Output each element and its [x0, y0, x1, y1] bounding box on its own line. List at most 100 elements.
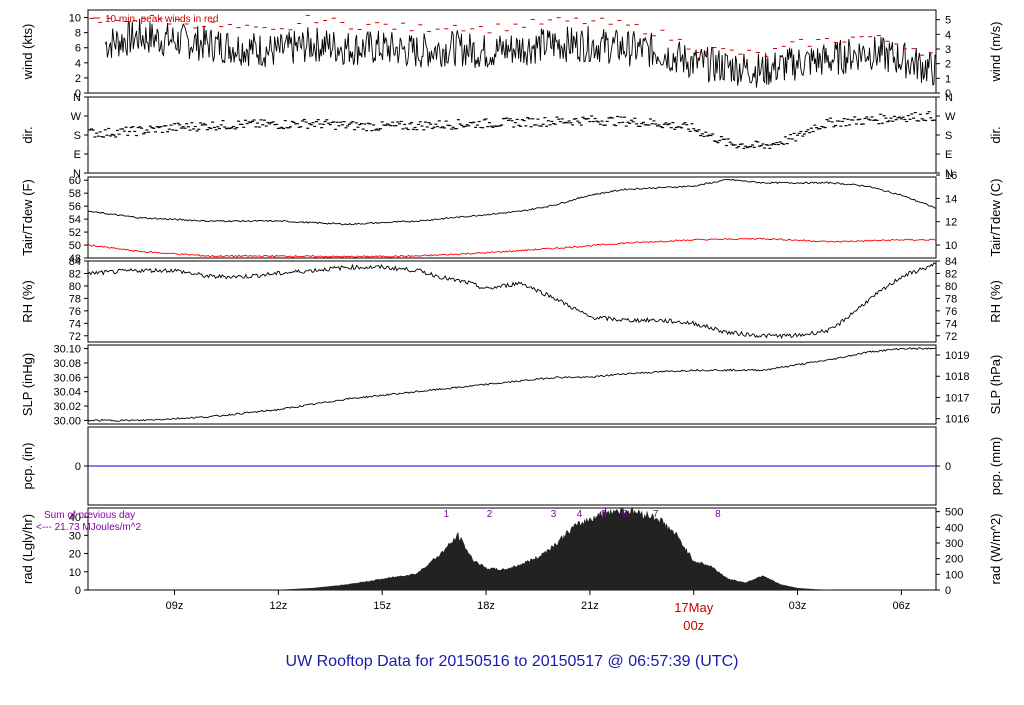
rad-marker: 8 — [715, 509, 721, 520]
left-tick-label: 8 — [75, 28, 81, 40]
y-axis-label-left: Tair/Tdew (F) — [20, 179, 35, 256]
left-tick-label: E — [74, 149, 81, 161]
rad-sum-title: Sum of previous day — [44, 510, 135, 521]
radiation-area — [278, 508, 833, 590]
left-tick-label: 52 — [69, 227, 81, 239]
left-tick-label: 10 — [69, 567, 81, 579]
left-tick-label: 80 — [69, 281, 81, 293]
x-tick-label: 03z — [789, 600, 807, 612]
plot-area — [278, 508, 833, 590]
rad-marker: 6 — [622, 509, 628, 520]
right-tick-label: 1019 — [945, 350, 969, 362]
right-tick-label: 74 — [945, 318, 957, 330]
rad-marker: 1 — [443, 509, 449, 520]
x-tick-label: 06z — [893, 600, 911, 612]
right-tick-label: 5 — [945, 15, 951, 27]
right-tick-label: 10 — [945, 240, 957, 252]
rad-marker: 4 — [577, 509, 583, 520]
right-tick-label: 0 — [945, 88, 951, 100]
left-tick-label: 60 — [69, 175, 81, 187]
right-tick-label: E — [945, 149, 952, 161]
left-tick-label: S — [74, 130, 81, 142]
left-tick-label: 82 — [69, 268, 81, 280]
left-tick-label: 40 — [69, 512, 81, 524]
left-tick-label: 72 — [69, 331, 81, 343]
right-tick-label: 300 — [945, 538, 963, 550]
left-tick-label: 30.08 — [53, 358, 81, 370]
right-tick-label: 82 — [945, 268, 957, 280]
left-tick-label: 0 — [75, 585, 81, 597]
panel-frame — [87, 9, 937, 94]
right-tick-label: 2 — [945, 59, 951, 71]
right-tick-label: 3 — [945, 44, 951, 56]
rad-marker: 7 — [653, 509, 659, 520]
panel-slp: 30.00 30.02 30.04 30.06 30.08 30.10 1016 1017 10… — [20, 344, 1003, 428]
left-tick-label: 50 — [69, 240, 81, 252]
right-tick-label: N — [945, 168, 953, 180]
right-tick-label: N — [945, 92, 953, 104]
right-tick-label: 1017 — [945, 392, 969, 404]
plot-area — [88, 347, 936, 422]
y-axis-label-left: RH (%) — [20, 280, 35, 323]
y-axis-label-right: Tair/Tdew (C) — [988, 178, 1003, 256]
plot-area — [88, 262, 936, 340]
y-axis-label-left: SLP (inHg) — [20, 353, 35, 416]
left-tick-label: 30.04 — [53, 387, 81, 399]
left-tick-label: 30.06 — [53, 372, 81, 384]
left-tick-label: 0 — [75, 461, 81, 473]
right-tick-label: 4 — [945, 29, 951, 41]
left-tick-label: 84 — [69, 256, 81, 268]
panel-frame — [87, 344, 937, 425]
right-tick-label: 500 — [945, 507, 963, 519]
right-tick-label: 12 — [945, 217, 957, 229]
date-sublabel: 00z — [683, 618, 704, 633]
left-tick-label: 2 — [75, 73, 81, 85]
panel-pcp: 0 0 pcp. (in) pcp. (mm) — [20, 426, 1003, 506]
left-tick-label: 30.00 — [53, 415, 81, 427]
left-tick-label: 74 — [69, 318, 81, 330]
plot-area — [89, 14, 936, 88]
right-tick-label: W — [945, 111, 956, 123]
x-tick-label: 15z — [373, 600, 391, 612]
right-tick-label: 400 — [945, 522, 963, 534]
left-tick-label: 76 — [69, 306, 81, 318]
panel-wind: 0 2 4 6 8 10 0 1 2 3 4 5 wind (kts) wind (m/s) 10 min.… — [20, 9, 1003, 100]
date-label: 17May — [674, 600, 714, 615]
right-tick-label: 14 — [945, 193, 957, 205]
plot-area — [88, 111, 936, 149]
y-axis-label-left: dir. — [20, 126, 35, 143]
right-tick-label: 200 — [945, 554, 963, 566]
y-axis-label-left: pcp. (in) — [20, 443, 35, 490]
left-tick-label: 20 — [69, 549, 81, 561]
rad-marker: 3 — [551, 509, 557, 520]
series-line — [104, 18, 936, 88]
rad-sum-value: <--- 21.73 MJoules/m^2 — [36, 522, 141, 533]
right-tick-label: 16 — [945, 170, 957, 182]
left-tick-label: 0 — [75, 88, 81, 100]
series-line — [88, 178, 936, 226]
left-tick-label: N — [73, 92, 81, 104]
y-axis-label-right: RH (%) — [988, 280, 1003, 323]
left-tick-label: W — [71, 111, 82, 123]
left-tick-label: 48 — [69, 253, 81, 265]
right-tick-label: 100 — [945, 569, 963, 581]
x-axis: 09z 12z 15z 18z 21z 03z 06z 17May 00z — [166, 590, 911, 633]
right-tick-label: 1 — [945, 73, 951, 85]
right-tick-label: 1016 — [945, 414, 969, 426]
right-tick-label: 0 — [945, 585, 951, 597]
y-axis-label-right: dir. — [988, 126, 1003, 143]
left-tick-label: 30.02 — [53, 401, 81, 413]
series-line — [88, 237, 936, 258]
series-line — [88, 347, 936, 422]
peak-wind-annotation: 10 min. peak winds in red — [105, 14, 218, 25]
y-axis-label-right: rad (W/m^2) — [988, 513, 1003, 584]
y-axis-label-right: pcp. (mm) — [988, 437, 1003, 496]
y-axis-label-right: wind (m/s) — [988, 22, 1003, 83]
right-tick-label: 84 — [945, 256, 957, 268]
right-tick-label: 78 — [945, 293, 957, 305]
